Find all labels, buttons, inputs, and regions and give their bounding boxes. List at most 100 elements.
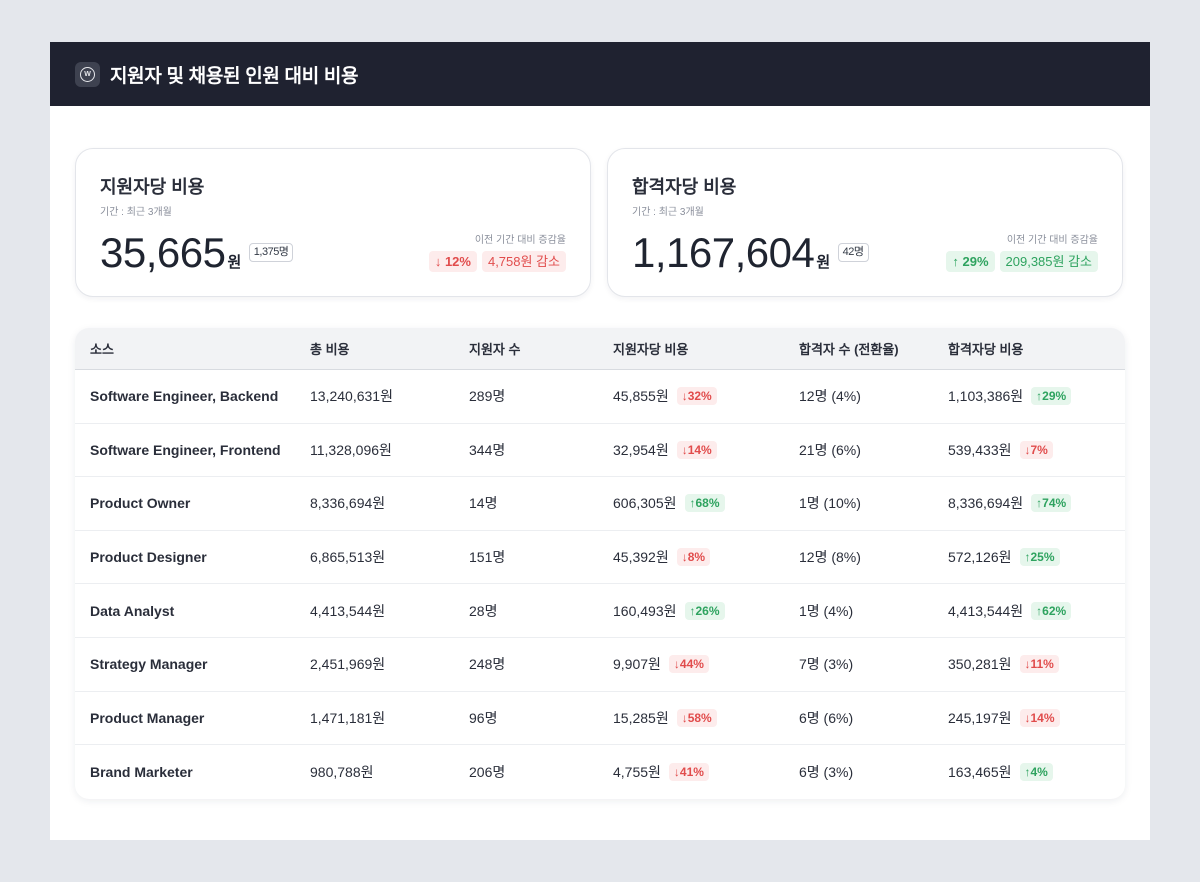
source-cell: Product Owner <box>90 495 191 512</box>
applicants-cell: 151명 <box>469 549 506 566</box>
card-title: 지원자당 비용 <box>100 177 205 197</box>
cost-per-applicant-cell: 160,493원 ↑26% <box>613 601 799 621</box>
change-badge: ↓14% <box>1019 708 1060 727</box>
compare-label: 이전 기간 대비 증감율 <box>1006 235 1098 246</box>
total-cost-cell: 13,240,631원 <box>310 388 393 405</box>
cost-per-applicant-card: 지원자당 비용 기간 : 최근 3개월 35,665 원1,375명 이전 기간 … <box>75 148 591 297</box>
total-cost-cell: 8,336,694원 <box>310 495 386 512</box>
total-cost-cell: 4,413,544원 <box>310 602 386 619</box>
cost-per-hire-cell: 8,336,694원 ↑74% <box>948 493 1125 513</box>
table-row[interactable]: Product Designer 6,865,513원 151명 45,392원… <box>75 531 1125 585</box>
table-row[interactable]: Brand Marketer 980,788원 206명 4,755원 ↓41% … <box>75 745 1125 799</box>
cost-per-hire-cell: 4,413,544원 ↑62% <box>948 601 1125 621</box>
cost-per-applicant-cell: 45,392원 ↓8% <box>613 547 799 567</box>
change-badge: ↓7% <box>1019 440 1053 459</box>
count-tag: 42명 <box>837 243 869 263</box>
cost-per-applicant-cell: 32,954원 ↓14% <box>613 440 799 460</box>
card-title: 합격자당 비용 <box>632 177 737 197</box>
card-period: 기간 : 최근 3개월 <box>632 207 704 218</box>
change-badge: ↑26% <box>684 601 725 620</box>
card-value: 35,665 원1,375명 <box>100 229 294 287</box>
change-badge: ↑74% <box>1031 494 1072 513</box>
compare-label: 이전 기간 대비 증감율 <box>474 235 566 246</box>
applicants-cell: 344명 <box>469 441 506 458</box>
compare-badges: ↑ 29% 209,385원 감소 <box>946 251 1098 272</box>
header-hires[interactable]: 합격자 수 (전환율) <box>799 342 899 357</box>
page-title: 지원자 및 채용된 인원 대비 비용 <box>110 65 359 87</box>
change-badge: ↓8% <box>676 548 711 567</box>
change-badge: ↓44% <box>668 655 709 674</box>
hires-cell: 21명 (6%) <box>799 441 861 458</box>
applicants-cell: 289명 <box>469 388 506 405</box>
change-badge: ↑62% <box>1031 601 1072 620</box>
report-window: W 지원자 및 채용된 인원 대비 비용 지원자당 비용 기간 : 최근 3개월… <box>50 42 1150 840</box>
change-badge: ↑68% <box>684 494 725 513</box>
total-cost-cell: 2,451,969원 <box>310 656 386 673</box>
cost-per-hire-cell: 539,433원 ↓7% <box>948 440 1125 460</box>
header-total-cost[interactable]: 총 비용 <box>310 342 350 357</box>
table-row[interactable]: Software Engineer, Backend 13,240,631원 2… <box>75 370 1125 424</box>
arrow-up-icon: ↑ <box>952 254 959 269</box>
cost-per-hire-cell: 572,126원 ↑25% <box>948 547 1125 567</box>
change-badge: ↓32% <box>676 387 717 406</box>
source-cell: Software Engineer, Backend <box>90 388 279 405</box>
w-logo-icon: W <box>75 61 100 87</box>
change-badge: ↓41% <box>668 762 709 781</box>
applicants-cell: 14명 <box>469 495 498 512</box>
applicants-cell: 206명 <box>469 763 506 780</box>
change-percent-badge: ↑ 29% <box>946 251 995 272</box>
change-amount-badge: 4,758원 감소 <box>481 251 566 272</box>
cost-per-applicant-cell: 45,855원 ↓32% <box>613 386 799 406</box>
cost-per-hire-cell: 350,281원 ↓11% <box>948 654 1125 674</box>
count-tag: 1,375명 <box>248 243 294 263</box>
compare-badges: ↓ 12% 4,758원 감소 <box>428 251 566 272</box>
change-badge: ↓14% <box>676 440 717 459</box>
table-row[interactable]: Software Engineer, Frontend 11,328,096원 … <box>75 424 1125 478</box>
total-cost-cell: 1,471,181원 <box>310 709 386 726</box>
cost-table: 소스 총 비용 지원자 수 지원자당 비용 합격자 수 (전환율) 합격자당 비… <box>75 328 1125 799</box>
header-source[interactable]: 소스 <box>90 342 114 357</box>
arrow-down-icon: ↓ <box>434 254 442 269</box>
change-badge: ↑4% <box>1019 762 1053 781</box>
table-row[interactable]: Strategy Manager 2,451,969원 248명 9,907원 ↓… <box>75 638 1125 692</box>
hires-cell: 1명 (4%) <box>799 602 854 619</box>
hires-cell: 1명 (10%) <box>799 495 861 512</box>
cost-per-applicant-cell: 4,755원 ↓41% <box>613 762 799 782</box>
total-cost-cell: 6,865,513원 <box>310 549 386 566</box>
cost-per-hire-cell: 245,197원 ↓14% <box>948 708 1125 728</box>
header-cost-per-hire[interactable]: 합격자당 비용 <box>948 342 1024 357</box>
hires-cell: 6명 (3%) <box>799 763 854 780</box>
source-cell: Product Manager <box>90 709 205 726</box>
header-cost-per-applicant[interactable]: 지원자당 비용 <box>613 342 689 357</box>
cost-per-applicant-cell: 606,305원 ↑68% <box>613 493 799 513</box>
title-bar: W 지원자 및 채용된 인원 대비 비용 <box>50 42 1150 106</box>
source-cell: Brand Marketer <box>90 763 193 780</box>
change-badge: ↑25% <box>1019 548 1060 567</box>
card-period: 기간 : 최근 3개월 <box>100 207 172 218</box>
source-cell: Software Engineer, Frontend <box>90 441 281 458</box>
applicants-cell: 28명 <box>469 602 498 619</box>
applicants-cell: 96명 <box>469 709 498 726</box>
cost-per-applicant-cell: 15,285원 ↓58% <box>613 708 799 728</box>
change-percent-badge: ↓ 12% <box>428 251 477 272</box>
table-row[interactable]: Data Analyst 4,413,544원 28명 160,493원 ↑26%… <box>75 584 1125 638</box>
source-cell: Data Analyst <box>90 602 175 619</box>
hires-cell: 7명 (3%) <box>799 656 854 673</box>
total-cost-cell: 980,788원 <box>310 763 374 780</box>
hires-cell: 12명 (8%) <box>799 549 861 566</box>
hires-cell: 12명 (4%) <box>799 388 861 405</box>
applicants-cell: 248명 <box>469 656 506 673</box>
cost-per-hire-cell: 1,103,386원 ↑29% <box>948 386 1125 406</box>
total-cost-cell: 11,328,096원 <box>310 441 392 458</box>
cost-per-applicant-cell: 9,907원 ↓44% <box>613 654 799 674</box>
cost-per-hire-cell: 163,465원 ↑4% <box>948 762 1125 782</box>
table-row[interactable]: Product Owner 8,336,694원 14명 606,305원 ↑68… <box>75 477 1125 531</box>
table-row[interactable]: Product Manager 1,471,181원 96명 15,285원 ↓5… <box>75 692 1125 746</box>
change-badge: ↓58% <box>676 708 717 727</box>
table-header: 소스 총 비용 지원자 수 지원자당 비용 합격자 수 (전환율) 합격자당 비… <box>75 328 1125 370</box>
change-badge: ↑29% <box>1031 387 1072 406</box>
cost-per-hire-card: 합격자당 비용 기간 : 최근 3개월 1,167,604 원42명 이전 기간 … <box>607 148 1123 297</box>
header-applicants[interactable]: 지원자 수 <box>469 342 521 357</box>
source-cell: Strategy Manager <box>90 656 208 673</box>
table-body: Software Engineer, Backend 13,240,631원 2… <box>75 370 1125 799</box>
